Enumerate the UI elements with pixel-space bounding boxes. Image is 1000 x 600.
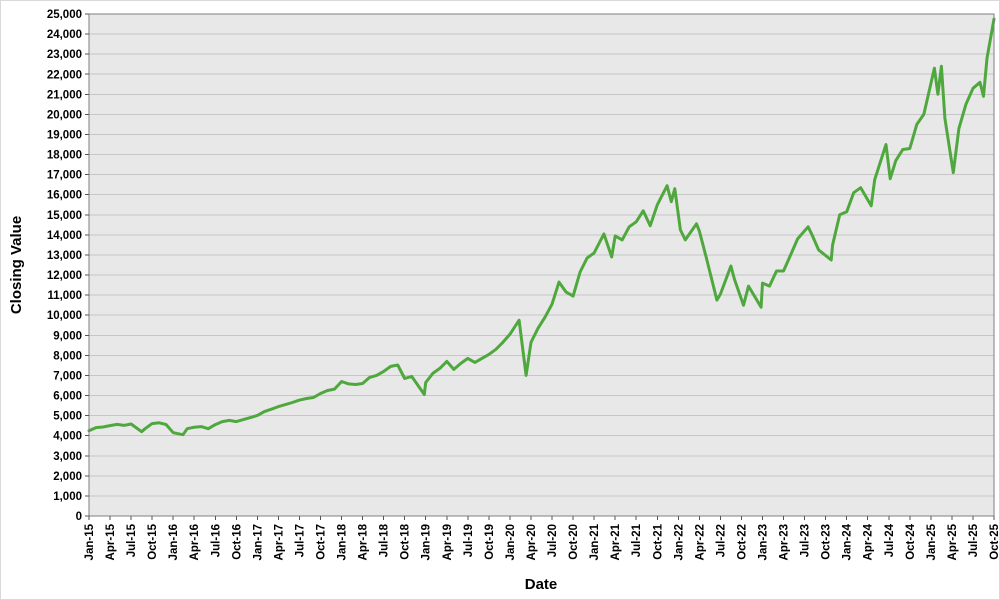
x-tick-label: Jan-20	[505, 524, 517, 560]
x-tick-label: Oct-23	[821, 524, 833, 560]
x-tick-label: Jan-25	[926, 523, 938, 560]
x-tick-label: Jan-18	[337, 523, 349, 560]
x-tick-label: Jan-15	[84, 523, 96, 560]
x-tick-label: Apr-15	[105, 523, 117, 560]
x-tick-label: Jul-24	[884, 523, 896, 557]
x-tick-label: Jan-23	[757, 524, 769, 560]
y-tick-label: 4,000	[53, 431, 82, 443]
y-tick-label: 18,000	[47, 150, 82, 162]
x-tick-label: Apr-25	[947, 523, 959, 560]
x-axis-title: Date	[525, 576, 558, 593]
x-tick-label: Apr-19	[442, 524, 454, 560]
y-tick-label: 7,000	[53, 370, 82, 382]
y-tick-label: 5,000	[53, 411, 82, 423]
plot-area	[89, 14, 994, 516]
gridlines	[89, 33, 994, 497]
x-tick-label: Oct-17	[316, 524, 328, 560]
x-tick-label: Jul-16	[210, 524, 222, 557]
y-tick-label: 23,000	[47, 49, 82, 61]
x-tick-label: Jan-16	[168, 524, 180, 560]
y-axis-title: Closing Value	[8, 216, 25, 314]
x-tick-label: Oct-24	[905, 523, 917, 559]
x-tick-label: Jul-25	[968, 523, 980, 557]
y-tick-label: 3,000	[53, 451, 82, 463]
x-tick-label: Oct-25	[989, 523, 1000, 559]
x-tick-label: Oct-22	[736, 524, 748, 560]
y-tick-label: 9,000	[53, 330, 82, 342]
x-tick-label: Oct-18	[400, 523, 412, 559]
series-line	[87, 17, 996, 437]
x-tick-label: Apr-21	[610, 523, 622, 560]
y-tick-label: 1,000	[53, 491, 82, 503]
y-tick-label: 14,000	[47, 230, 82, 242]
x-tick-label: Apr-17	[273, 524, 285, 560]
x-tick-label: Oct-16	[231, 524, 243, 560]
x-tick-label: Oct-19	[484, 524, 496, 560]
y-tick-label: 25,000	[47, 9, 82, 21]
x-tick-label: Apr-20	[526, 524, 538, 560]
x-tick-label: Jul-15	[126, 523, 138, 557]
y-tick-label: 10,000	[47, 310, 82, 322]
y-tick-label: 2,000	[53, 471, 82, 483]
y-tick-label: 11,000	[47, 290, 82, 302]
y-tick-label: 13,000	[47, 250, 82, 262]
axis-ticks	[85, 13, 995, 520]
x-tick-label: Apr-23	[779, 524, 791, 560]
y-tick-label: 19,000	[47, 130, 82, 142]
series-lines	[87, 17, 996, 437]
x-axis-tick-labels: Jan-15 Apr-15 Jul-15 Oct-15 Jan-16 Apr-16 Jul-…	[84, 523, 1000, 560]
y-tick-label: 6,000	[53, 391, 82, 403]
y-tick-label: 12,000	[47, 270, 82, 282]
y-tick-label: 20,000	[47, 109, 82, 121]
y-tick-label: 15,000	[47, 210, 82, 222]
x-tick-label: Oct-15	[147, 523, 159, 559]
x-tick-label: Apr-24	[863, 523, 875, 560]
x-tick-label: Apr-18	[358, 523, 370, 560]
y-tick-label: 16,000	[47, 190, 82, 202]
plot-border	[88, 13, 995, 517]
y-tick-label: 8,000	[53, 350, 82, 362]
x-tick-label: Jan-24	[842, 523, 854, 560]
y-tick-label: 24,000	[47, 29, 82, 41]
x-tick-label: Oct-20	[568, 524, 580, 560]
y-tick-label: 17,000	[47, 170, 82, 182]
x-tick-label: Jan-21	[589, 523, 601, 560]
x-tick-label: Apr-22	[694, 524, 706, 560]
y-tick-label: 22,000	[47, 69, 82, 81]
x-tick-label: Jul-18	[379, 523, 391, 557]
x-tick-label: Jul-21	[631, 523, 643, 557]
x-tick-label: Jan-22	[673, 524, 685, 560]
x-tick-label: Jul-17	[294, 524, 306, 557]
y-tick-label: 21,000	[47, 89, 82, 101]
x-tick-label: Jul-20	[547, 524, 559, 557]
x-tick-label: Jul-19	[463, 524, 475, 557]
x-tick-label: Jan-17	[252, 524, 264, 560]
y-axis-tick-labels: 0 1,000 2,000 3,000 4,000 5,000 6,000 7,000 8,00…	[47, 9, 82, 523]
x-tick-label: Jul-23	[800, 524, 812, 557]
y-tick-label: 0	[76, 511, 82, 523]
x-tick-label: Jan-19	[421, 524, 433, 560]
x-tick-label: Jul-22	[715, 524, 727, 557]
x-tick-label: Apr-16	[189, 524, 201, 560]
x-tick-label: Oct-21	[652, 523, 664, 559]
